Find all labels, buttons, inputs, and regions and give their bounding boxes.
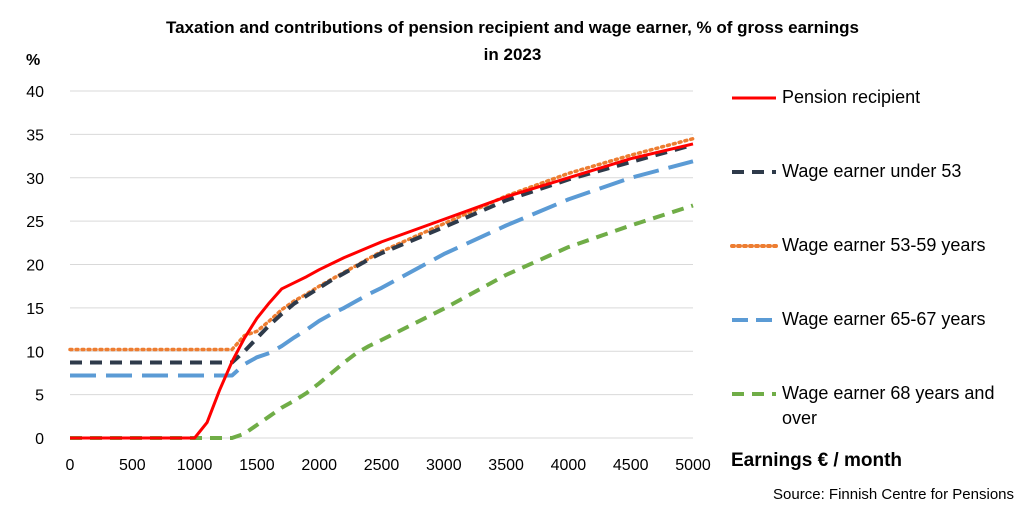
x-tick-label: 3500 <box>488 457 524 474</box>
legend-label: Wage earner 53-59 years <box>782 235 986 255</box>
legend-swatch <box>732 318 776 322</box>
x-tick-label: 2000 <box>301 457 337 474</box>
x-axis-label: Earnings € / month <box>731 450 903 471</box>
legend-label: Wage earner under 53 <box>782 161 962 181</box>
series-line-2 <box>70 142 694 365</box>
legend-swatch <box>732 96 776 100</box>
chart-title: Taxation and contributions of pension re… <box>60 14 965 68</box>
chart-title-line-1: Taxation and contributions of pension re… <box>165 18 860 37</box>
gridlines <box>70 90 693 439</box>
series-lines <box>68 136 695 440</box>
y-tick-label: 5 <box>35 388 44 405</box>
series-line-4 <box>70 159 694 378</box>
x-axis-ticks: 0 500 1000 1500 2000 2500 3000 3500 4000 4500 5000 <box>66 457 711 474</box>
source-note: Source: Finnish Centre for Pensions <box>773 486 1014 503</box>
x-tick-label: 500 <box>119 457 146 474</box>
legend-swatch <box>732 392 776 396</box>
y-axis-unit-label: % <box>26 52 41 69</box>
y-tick-label: 35 <box>26 127 44 144</box>
x-tick-label: 2500 <box>364 457 400 474</box>
legend-label: Wage earner 65-67 years <box>782 309 986 329</box>
y-tick-label: 40 <box>26 84 44 101</box>
y-tick-label: 0 <box>35 431 44 448</box>
x-tick-label: 0 <box>66 457 75 474</box>
x-tick-label: 1000 <box>177 457 213 474</box>
y-axis-ticks: 0 5 10 15 20 25 30 35 40 <box>26 84 44 448</box>
y-tick-label: 15 <box>26 301 44 318</box>
y-tick-label: 10 <box>26 344 44 361</box>
x-tick-label: 1500 <box>239 457 275 474</box>
legend-swatch <box>732 170 776 174</box>
x-tick-label: 4000 <box>551 457 587 474</box>
x-tick-label: 5000 <box>675 457 711 474</box>
series-line-1 <box>70 142 694 440</box>
y-tick-label: 25 <box>26 214 44 231</box>
x-tick-label: 3000 <box>426 457 462 474</box>
chart-title-line-2: in 2023 <box>483 45 542 64</box>
y-tick-label: 30 <box>26 171 44 188</box>
legend-label: Wage earner 68 years and over <box>782 383 995 428</box>
legend-swatch <box>730 244 778 248</box>
x-tick-label: 4500 <box>613 457 649 474</box>
series-line-5 <box>70 203 694 440</box>
y-tick-label: 20 <box>26 258 44 275</box>
legend-label: Pension recipient <box>782 87 921 107</box>
